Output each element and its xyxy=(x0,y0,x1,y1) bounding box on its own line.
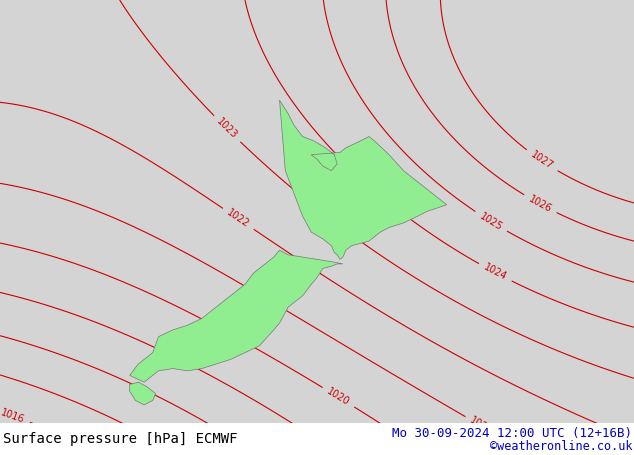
Polygon shape xyxy=(130,250,343,382)
Text: 1027: 1027 xyxy=(529,150,555,172)
Text: 1020: 1020 xyxy=(325,387,352,408)
Text: ©weatheronline.co.uk: ©weatheronline.co.uk xyxy=(489,440,632,454)
Text: 1023: 1023 xyxy=(215,116,240,141)
Text: 1022: 1022 xyxy=(225,208,252,230)
Text: 1021: 1021 xyxy=(469,415,495,436)
Text: 1018: 1018 xyxy=(212,423,239,445)
Text: Mo 30-09-2024 12:00 UTC (12+16B): Mo 30-09-2024 12:00 UTC (12+16B) xyxy=(392,427,632,440)
Text: Surface pressure [hPa] ECMWF: Surface pressure [hPa] ECMWF xyxy=(3,432,238,446)
Text: 1017: 1017 xyxy=(143,430,169,451)
Text: 1026: 1026 xyxy=(527,194,553,214)
Polygon shape xyxy=(280,100,447,259)
Text: 1025: 1025 xyxy=(478,211,504,233)
Text: 1016: 1016 xyxy=(0,407,26,425)
Polygon shape xyxy=(130,382,155,405)
Bar xyxy=(0,423,634,455)
Text: 1024: 1024 xyxy=(482,263,508,283)
Text: 1019: 1019 xyxy=(301,426,327,448)
